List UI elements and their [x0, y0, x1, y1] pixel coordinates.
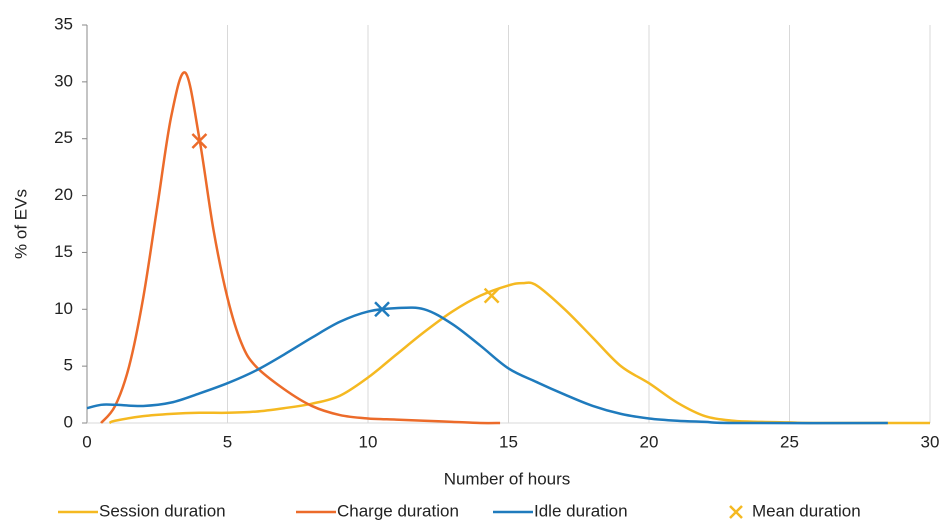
y-axis-title: % of EVs	[11, 189, 30, 259]
x-tick-label: 25	[780, 432, 799, 451]
y-tick-label: 0	[64, 412, 73, 431]
x-tick-label: 20	[640, 432, 659, 451]
y-tick-label: 25	[54, 128, 73, 147]
legend-label: Mean duration	[752, 501, 861, 520]
y-tick-label: 30	[54, 71, 73, 90]
y-tick-label: 20	[54, 185, 73, 204]
series-line	[108, 281, 931, 425]
mean-marker	[483, 287, 500, 304]
series-line	[100, 71, 501, 425]
x-tick-label: 0	[82, 432, 91, 451]
legend-label: Charge duration	[337, 501, 459, 520]
x-tick-label: 30	[921, 432, 940, 451]
x-tick-label: 15	[499, 432, 518, 451]
y-tick-label: 5	[64, 356, 73, 375]
legend-label: Idle duration	[534, 501, 628, 520]
x-tick-label: 5	[223, 432, 232, 451]
series-line	[86, 306, 888, 425]
y-tick-label: 35	[54, 14, 73, 33]
y-tick-label: 15	[54, 242, 73, 261]
x-axis-title: Number of hours	[444, 469, 571, 488]
x-tick-label: 10	[359, 432, 378, 451]
mean-marker	[191, 133, 208, 149]
legend-marker	[729, 505, 743, 519]
y-tick-label: 10	[54, 299, 73, 318]
mean-marker	[374, 301, 390, 318]
legend-label: Session duration	[99, 501, 226, 520]
